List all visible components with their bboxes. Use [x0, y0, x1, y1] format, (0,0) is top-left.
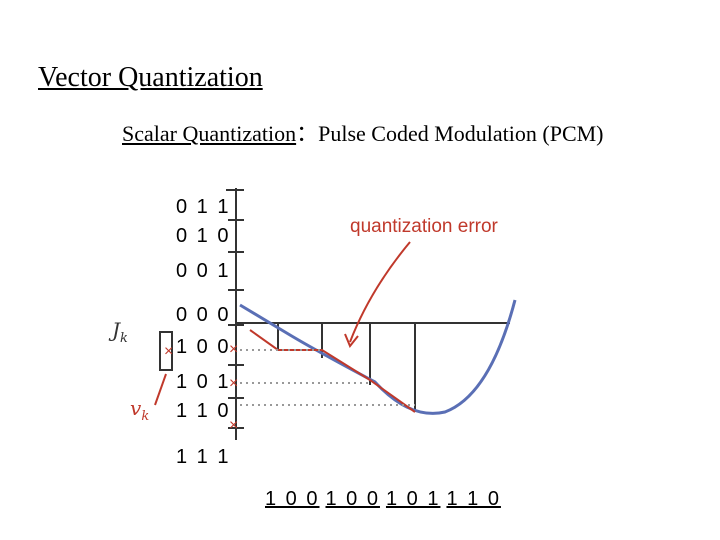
- code: 1 1 0: [176, 400, 231, 422]
- bit-group: 1 1 0: [446, 488, 501, 510]
- code: 0 1 0: [176, 225, 231, 247]
- code: 0 0 0: [176, 304, 231, 326]
- label-j-sub: k: [120, 331, 128, 346]
- code: 0 1 1: [176, 196, 231, 218]
- code: 1 0 1: [176, 371, 231, 393]
- bit-group: 1 0 0: [265, 488, 320, 510]
- subtitle-term: Scalar Quantization: [122, 121, 297, 146]
- label-v-sub: k: [141, 409, 150, 424]
- svg-text:×: ×: [229, 417, 238, 434]
- label-j-text: J: [112, 318, 121, 342]
- code: 1 1 1: [176, 446, 231, 468]
- svg-text:×: ×: [229, 341, 238, 358]
- bit-group: 1 0 0: [325, 488, 380, 510]
- label-v: vk: [130, 396, 149, 424]
- subtitle-desc: ：Pulse Coded Modulation (PCM): [296, 121, 604, 146]
- svg-text:×: ×: [229, 375, 238, 392]
- title: Vector Quantization: [38, 62, 263, 93]
- code: 1 0 0: [176, 336, 231, 358]
- label-j: Jk: [112, 318, 128, 346]
- subtitle: Scalar Quantization：Pulse Coded Modulati…: [122, 116, 604, 148]
- annotation: quantization error: [350, 216, 498, 237]
- code: 0 0 1: [176, 260, 231, 282]
- bit-group: 1 0 1: [385, 488, 441, 510]
- label-v-text: v: [130, 396, 142, 420]
- svg-text:×: ×: [164, 343, 173, 360]
